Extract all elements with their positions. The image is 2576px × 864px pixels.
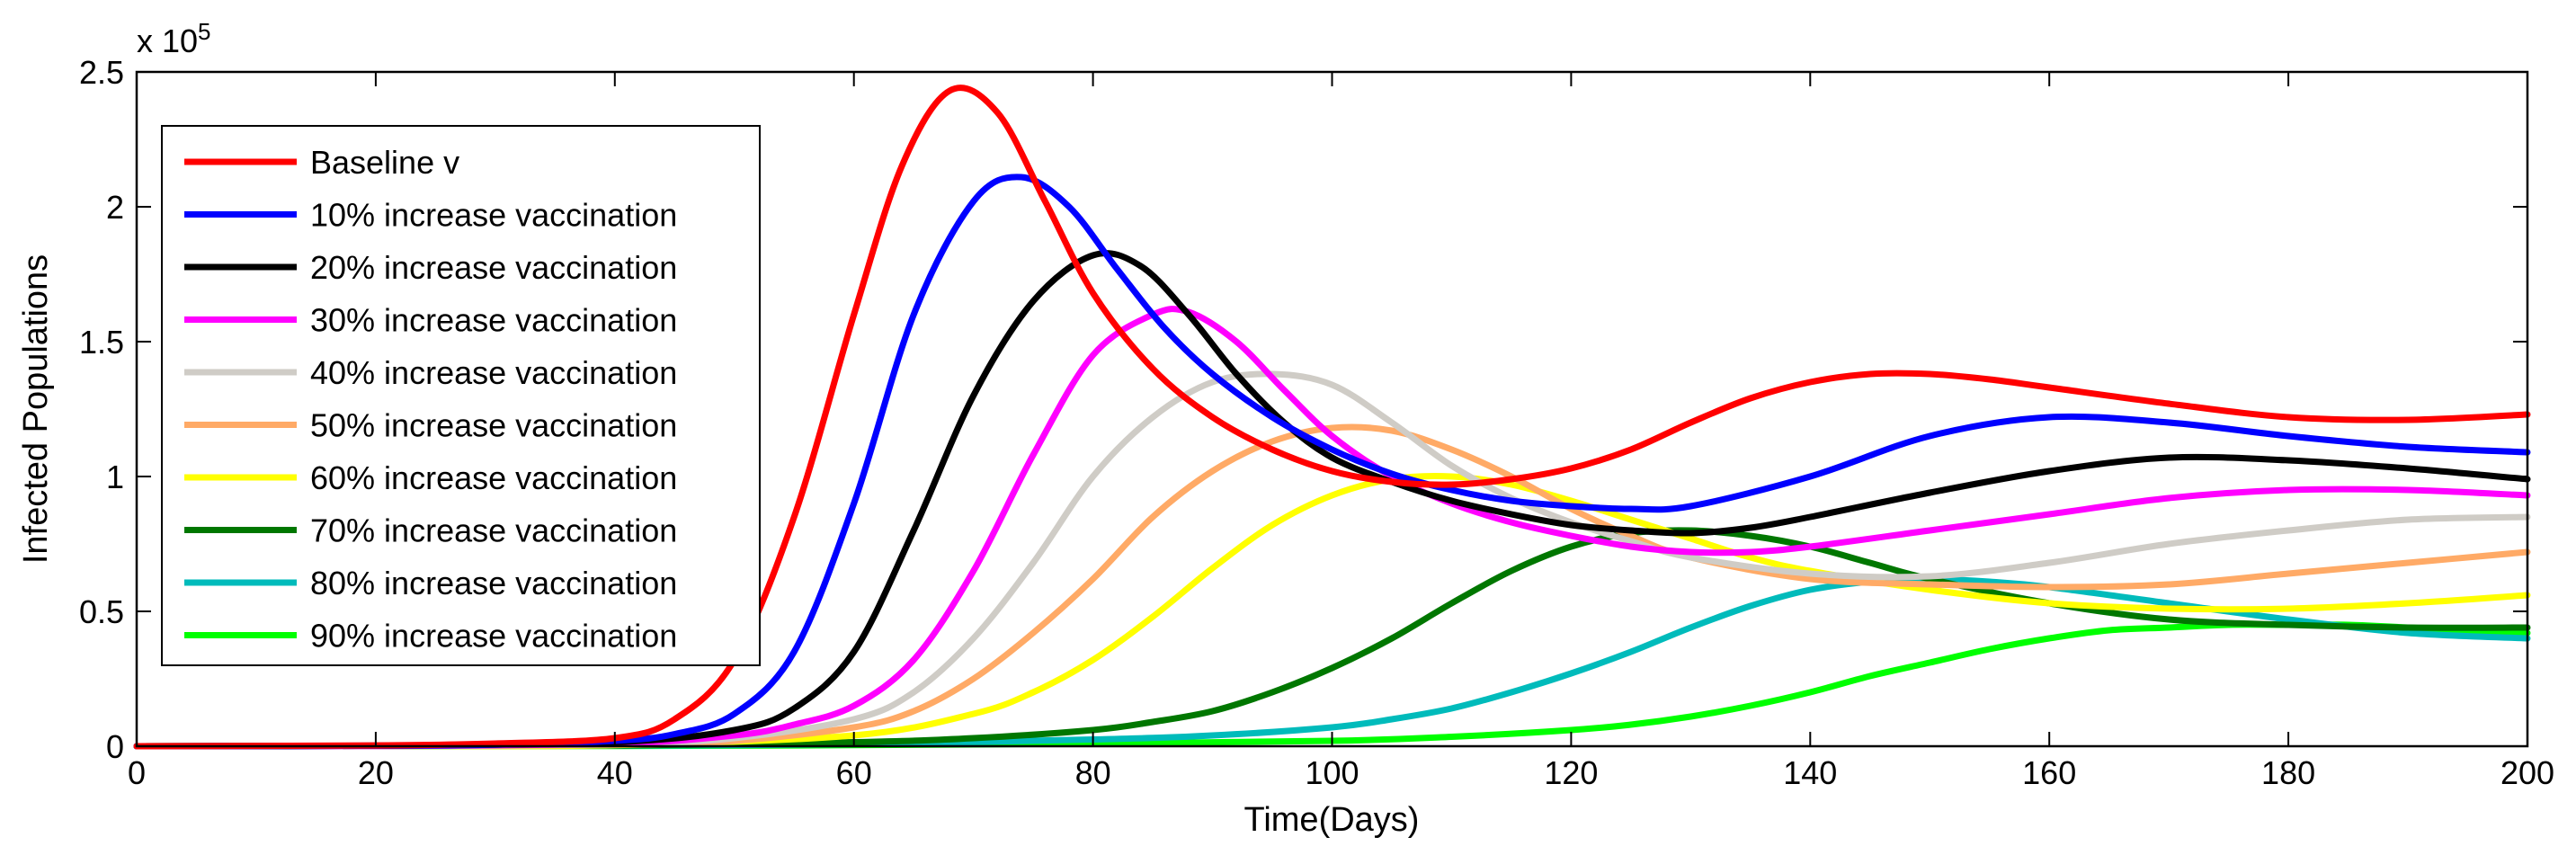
legend-items: Baseline v 10% increase vaccination 20% in…	[184, 144, 677, 655]
x-tick-label: 60	[836, 754, 872, 791]
legend-item: Baseline v	[184, 144, 459, 181]
legend-item: 20% increase vaccination	[184, 249, 677, 286]
series-line-0	[133, 85, 2531, 750]
x-tick-label: 120	[1544, 754, 1598, 791]
y-tick-label: 2.5	[79, 54, 124, 91]
y-multiplier-exponent: 5	[198, 18, 210, 45]
series-line-3	[133, 306, 2531, 750]
legend-item: 60% increase vaccination	[184, 459, 677, 496]
y-tick-label: 0	[106, 728, 124, 765]
legend-label: Baseline v	[310, 144, 459, 181]
y-tick-label: 1	[106, 459, 124, 495]
x-axis-title: Time(Days)	[1244, 801, 1420, 839]
y-tick-label: 1.5	[79, 324, 124, 361]
legend-item: 50% increase vaccination	[184, 407, 677, 444]
legend-item: 40% increase vaccination	[184, 354, 677, 391]
x-tick-label: 0	[128, 754, 146, 791]
x-tick-label: 140	[1783, 754, 1837, 791]
legend-label: 40% increase vaccination	[310, 354, 677, 391]
y-axis-title: Infected Populations	[17, 254, 55, 564]
y-multiplier: x 105	[137, 18, 211, 59]
legend-item: 30% increase vaccination	[184, 302, 677, 339]
series-line-7	[133, 527, 2531, 750]
y-tick-label: 2	[106, 189, 124, 226]
legend-label: 50% increase vaccination	[310, 407, 677, 444]
legend-label: 60% increase vaccination	[310, 459, 677, 496]
x-tick-label: 180	[2261, 754, 2315, 791]
series-layer	[133, 85, 2531, 750]
x-axis-ticks: 0 20 40 60 80 100 120 140 160 180 200	[128, 72, 2554, 791]
legend: Baseline v 10% increase vaccination 20% in…	[161, 125, 761, 666]
x-tick-label: 80	[1075, 754, 1111, 791]
legend-label: 30% increase vaccination	[310, 302, 677, 339]
x-tick-label: 200	[2500, 754, 2554, 791]
y-multiplier-base: x 10	[137, 22, 198, 59]
series-line-1	[133, 174, 2531, 750]
legend-item: 80% increase vaccination	[184, 565, 677, 601]
legend-label: 70% increase vaccination	[310, 512, 677, 549]
y-tick-label: 0.5	[79, 593, 124, 630]
legend-label: 90% increase vaccination	[310, 618, 677, 655]
legend-item: 70% increase vaccination	[184, 512, 677, 549]
y-axis-ticks: 0 0.5 1 1.5 2 2.5	[79, 54, 2527, 765]
legend-label: 20% increase vaccination	[310, 249, 677, 286]
legend-item: 90% increase vaccination	[184, 618, 677, 655]
legend-label: 80% increase vaccination	[310, 565, 677, 601]
legend-item: 10% increase vaccination	[184, 197, 677, 234]
x-tick-label: 20	[358, 754, 394, 791]
series-line-6	[133, 473, 2531, 750]
x-tick-label: 100	[1305, 754, 1359, 791]
legend-label: 10% increase vaccination	[310, 197, 677, 234]
x-tick-label: 40	[597, 754, 633, 791]
x-tick-label: 160	[2022, 754, 2076, 791]
